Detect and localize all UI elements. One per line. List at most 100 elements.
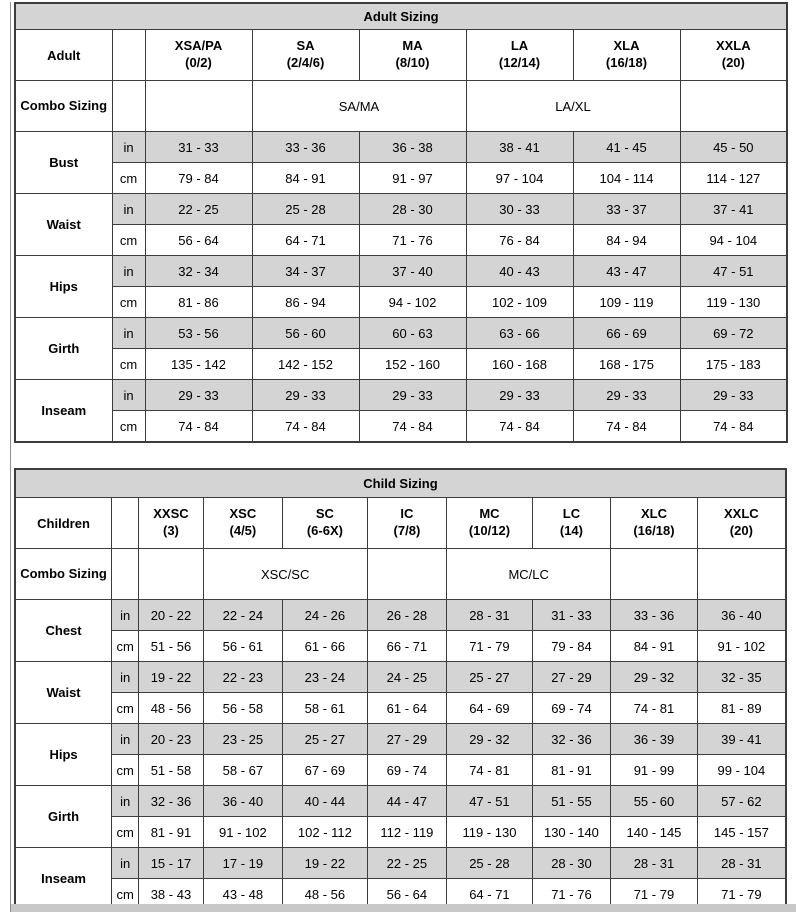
size-range-cell: 99 - 104 (696, 754, 787, 786)
adult-inseam-cm-row: cm 74 - 84 74 - 84 74 - 84 74 - 84 74 - … (15, 410, 788, 443)
size-code: XSA/PA (174, 38, 223, 54)
size-range-cell: 81 - 89 (696, 692, 787, 724)
horizontal-scrollbar-track[interactable] (11, 904, 796, 912)
size-code: SA (296, 38, 315, 54)
size-range-cell: 94 - 104 (679, 224, 788, 256)
size-range-cell: 37 - 41 (679, 193, 788, 225)
size-code: XLA (613, 38, 640, 54)
size-range-cell: 28 - 30 (358, 193, 467, 225)
child-chest-in-row: Chest in 20 - 22 22 - 24 24 - 26 26 - 28… (14, 599, 787, 662)
unit-in-label: in (111, 847, 140, 879)
size-range-cell: 69 - 74 (531, 692, 612, 724)
unit-cm-label: cm (111, 410, 146, 443)
size-code: XXSC (153, 506, 189, 522)
size-range-cell: 168 - 175 (572, 348, 681, 380)
size-range-cell: 30 - 33 (465, 193, 574, 225)
size-numbers: (3) (163, 523, 179, 538)
size-range-cell: 66 - 71 (366, 630, 448, 662)
empty-cell (111, 80, 146, 132)
size-range-cell: 58 - 67 (202, 754, 284, 786)
size-range-cell: 79 - 84 (531, 630, 612, 662)
adult-size-column-header: XSA/PA (0/2) (144, 29, 253, 81)
size-range-cell: 28 - 31 (446, 599, 533, 631)
size-range-cell: 130 - 140 (531, 816, 612, 848)
size-range-cell: 22 - 24 (202, 599, 284, 631)
unit-in-label: in (111, 193, 146, 225)
combo-size-la-xl: LA/XL (465, 80, 681, 132)
size-range-cell: 24 - 26 (282, 599, 368, 631)
unit-in-label: in (111, 785, 140, 817)
size-range-cell: 74 - 84 (251, 410, 360, 443)
size-range-cell: 74 - 84 (358, 410, 467, 443)
size-range-cell: 27 - 29 (531, 661, 612, 693)
measurement-label: Waist (14, 193, 113, 256)
empty-cell (138, 548, 204, 600)
size-range-cell: 33 - 36 (610, 599, 698, 631)
child-inseam-cm-row: cm 38 - 43 43 - 48 48 - 56 56 - 64 64 - … (15, 878, 787, 911)
child-hips-in-row: Hips in 20 - 23 23 - 25 25 - 27 27 - 29 … (14, 723, 787, 786)
size-numbers: (20) (729, 523, 753, 538)
size-code: MA (402, 38, 423, 54)
size-range-cell: 41 - 45 (572, 131, 681, 163)
adult-hips-cm-row: cm 81 - 86 86 - 94 94 - 102 102 - 109 10… (15, 286, 788, 318)
size-range-cell: 91 - 102 (202, 816, 284, 848)
size-range-cell: 55 - 60 (610, 785, 698, 817)
measurement-label: Inseam (14, 847, 113, 911)
size-range-cell: 56 - 64 (144, 224, 253, 256)
size-range-cell: 40 - 44 (282, 785, 368, 817)
size-range-cell: 29 - 33 (358, 379, 467, 411)
size-range-cell: 39 - 41 (696, 723, 787, 755)
size-range-cell: 25 - 28 (251, 193, 360, 225)
size-range-cell: 112 - 119 (366, 816, 448, 848)
child-girth-in-row: Girth in 32 - 36 36 - 40 40 - 44 44 - 47… (14, 785, 787, 848)
size-range-cell: 64 - 71 (251, 224, 360, 256)
size-range-cell: 142 - 152 (251, 348, 360, 380)
size-range-cell: 48 - 56 (138, 692, 204, 724)
size-range-cell: 37 - 40 (358, 255, 467, 287)
size-numbers: (8/10) (395, 55, 430, 70)
measurement-label: Bust (14, 131, 113, 194)
empty-cell (610, 548, 698, 600)
child-waist-cm-row: cm 48 - 56 56 - 58 58 - 61 61 - 64 64 - … (15, 692, 787, 724)
unit-cm-label: cm (111, 162, 146, 194)
size-range-cell: 152 - 160 (358, 348, 467, 380)
size-range-cell: 94 - 102 (358, 286, 467, 318)
page-left-border (10, 2, 11, 912)
size-range-cell: 97 - 104 (465, 162, 574, 194)
measurement-label: Girth (14, 317, 113, 380)
child-size-column-header: XXSC (3) (138, 497, 204, 549)
unit-cm-label: cm (111, 224, 146, 256)
size-range-cell: 102 - 109 (465, 286, 574, 318)
adult-girth-cm-row: cm 135 - 142 142 - 152 152 - 160 160 - 1… (15, 348, 788, 380)
size-range-cell: 27 - 29 (366, 723, 448, 755)
size-range-cell: 109 - 119 (572, 286, 681, 318)
size-code: XSC (229, 506, 257, 522)
empty-cell (111, 29, 146, 81)
size-range-cell: 32 - 36 (138, 785, 204, 817)
child-sizing-table: Child Sizing Children XXSC (3) XSC (4/5) S… (14, 468, 787, 911)
child-waist-in-row: Waist in 19 - 22 22 - 23 23 - 24 24 - 25… (14, 661, 787, 724)
unit-in-label: in (111, 723, 140, 755)
size-range-cell: 45 - 50 (679, 131, 788, 163)
measurement-label: Hips (14, 255, 113, 318)
size-range-cell: 57 - 62 (696, 785, 787, 817)
combo-sizing-label: Combo Sizing (14, 548, 113, 600)
size-range-cell: 71 - 79 (446, 630, 533, 662)
size-code: SC (315, 506, 334, 522)
size-numbers: (0/2) (185, 55, 212, 70)
size-range-cell: 29 - 33 (679, 379, 788, 411)
empty-cell (111, 548, 140, 600)
empty-cell (679, 80, 788, 132)
size-range-cell: 74 - 84 (465, 410, 574, 443)
size-range-cell: 74 - 84 (679, 410, 788, 443)
child-chest-cm-row: cm 51 - 56 56 - 61 61 - 66 66 - 71 71 - … (15, 630, 787, 662)
unit-in-label: in (111, 661, 140, 693)
combo-size-xsc-sc: XSC/SC (202, 548, 368, 600)
size-numbers: (20) (721, 55, 745, 70)
size-range-cell: 84 - 91 (610, 630, 698, 662)
size-numbers: (4/5) (229, 523, 257, 538)
size-range-cell: 140 - 145 (610, 816, 698, 848)
adult-size-column-header: SA (2/4/6) (251, 29, 360, 81)
adult-waist-cm-row: cm 56 - 64 64 - 71 71 - 76 76 - 84 84 - … (15, 224, 788, 256)
size-range-cell: 40 - 43 (465, 255, 574, 287)
